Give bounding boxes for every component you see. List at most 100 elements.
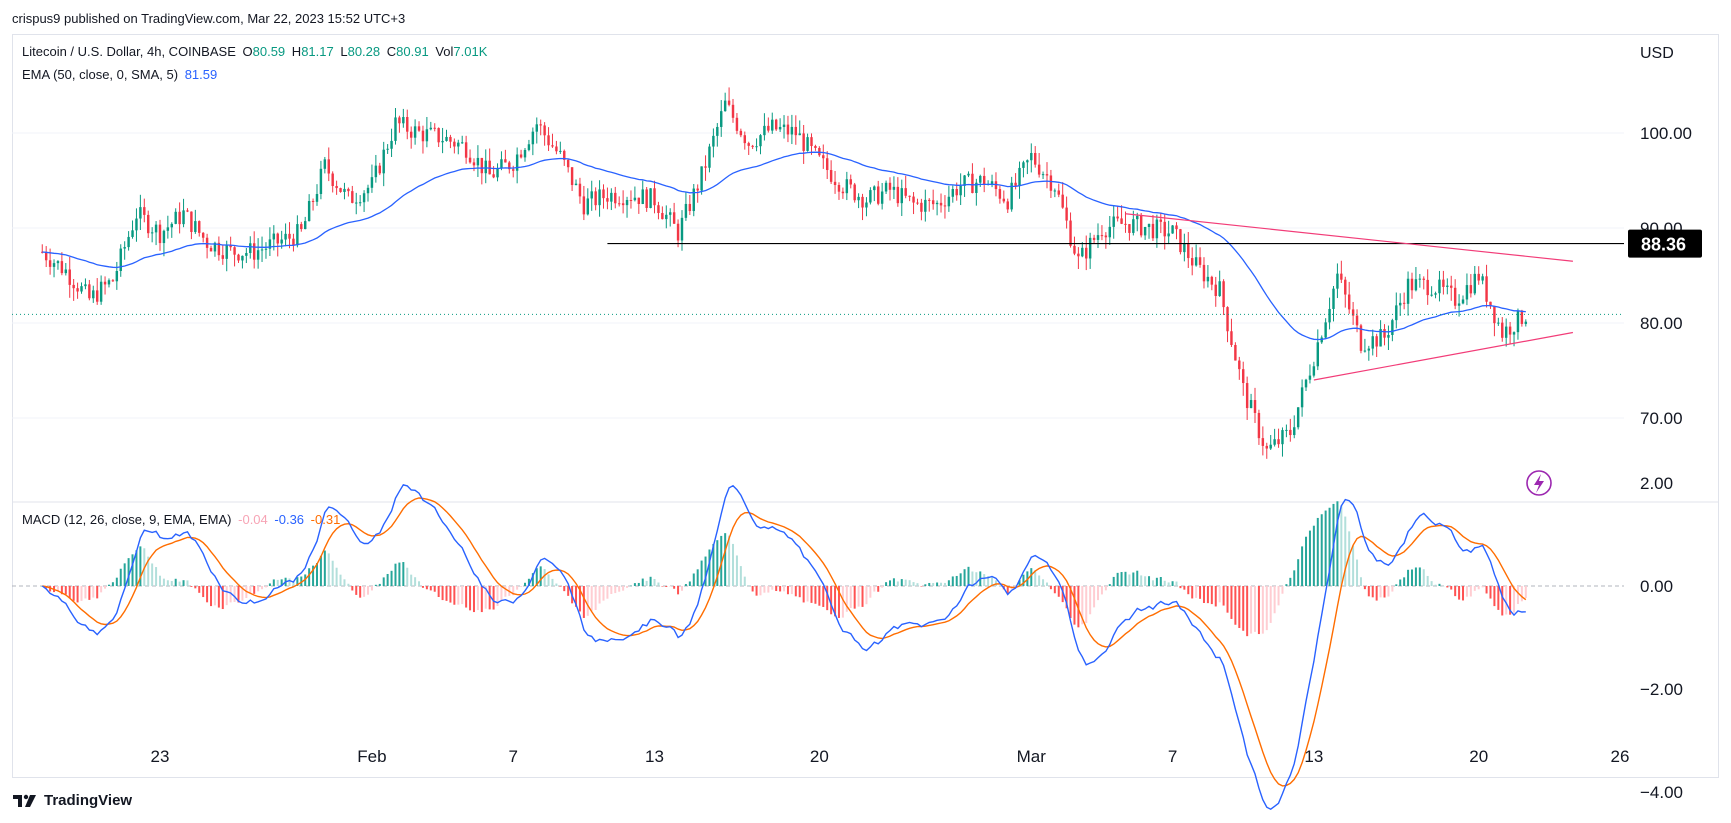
macd-hist-bar: [849, 586, 852, 609]
macd-hist-bar: [414, 577, 417, 586]
macd-hist-bar: [339, 574, 342, 586]
candle: [99, 275, 103, 305]
macd-hist-bar: [402, 562, 405, 586]
macd-hist-bar: [739, 566, 742, 586]
candle: [323, 156, 327, 174]
macd-hist-bar: [971, 571, 974, 586]
candle: [119, 244, 122, 277]
macd-hist-bar: [928, 582, 931, 586]
candle: [394, 108, 397, 145]
macd-hist-bar: [123, 563, 126, 586]
macd-hist-bar: [221, 586, 224, 610]
ascending-trendline[interactable]: [1313, 331, 1574, 381]
candle: [1175, 222, 1178, 240]
macd-hist-bar: [1395, 584, 1398, 586]
macd-hist-bar: [1140, 575, 1143, 586]
candle: [1414, 266, 1418, 292]
macd-hist-bar: [649, 576, 652, 586]
macd-hist-bar: [276, 579, 279, 586]
macd-hist-bar: [135, 550, 138, 586]
macd-hist-bar: [1422, 569, 1425, 586]
macd-hist-bar: [1497, 586, 1500, 610]
macd-hist-bar: [551, 578, 554, 586]
macd-hist-bar: [418, 581, 421, 586]
macd-hist-bar: [1367, 586, 1370, 597]
macd-hist-bar: [1218, 586, 1221, 603]
macd-hist-bar: [139, 546, 142, 586]
candle: [52, 259, 56, 278]
macd-hist-bar: [677, 586, 680, 595]
macd-hist-bar: [802, 586, 805, 603]
macd-hist-bar: [578, 586, 581, 612]
high-label: H: [291, 44, 302, 59]
candle: [535, 117, 538, 144]
candle: [1328, 297, 1331, 330]
candle: [460, 135, 464, 144]
candle: [170, 222, 173, 238]
macd-hist-bar: [959, 573, 962, 586]
macd-hist-bar: [1430, 581, 1433, 586]
ema-label[interactable]: EMA (50, close, 0, SMA, 5): [22, 67, 179, 82]
macd-hist-bar: [527, 578, 530, 586]
macd-hist-bar: [1344, 516, 1347, 586]
macd-hist-bar: [178, 581, 181, 586]
macd-hist-bar: [249, 586, 252, 593]
macd-hist-bar: [190, 586, 193, 587]
macd-hist-bar: [268, 583, 271, 586]
tradingview-footer[interactable]: TradingView: [12, 792, 132, 809]
candle: [884, 180, 888, 194]
macd-hist-bar: [1438, 583, 1441, 586]
candle: [1143, 226, 1147, 240]
macd-hist-bar: [716, 540, 719, 586]
macd-hist-bar: [390, 570, 393, 586]
macd-hist-bar: [645, 580, 648, 586]
candle: [645, 186, 648, 212]
candle: [1434, 291, 1437, 299]
candle: [111, 279, 115, 282]
descending-trendline[interactable]: [1125, 213, 1573, 262]
macd-hist-bar: [1261, 586, 1264, 634]
candle: [684, 192, 688, 221]
candle: [1387, 325, 1390, 350]
macd-hist-bar: [818, 586, 821, 606]
macd-hist-bar: [1269, 586, 1272, 623]
candle: [1104, 232, 1108, 249]
candle: [1136, 212, 1139, 232]
candle: [676, 219, 680, 248]
flash-icon[interactable]: [1526, 470, 1552, 496]
candle: [696, 184, 699, 203]
price-grid: [12, 132, 1624, 419]
candle: [1049, 169, 1053, 198]
candle: [1190, 247, 1194, 276]
candle: [276, 232, 279, 257]
candle: [657, 201, 660, 220]
candle: [1398, 293, 1402, 316]
candle: [198, 220, 201, 237]
macd-hist-bar: [1100, 586, 1103, 595]
symbol-label[interactable]: Litecoin / U.S. Dollar, 4h, COINBASE: [22, 44, 236, 59]
macd-hist-bar: [312, 565, 315, 586]
macd-label[interactable]: MACD (12, 26, close, 9, EMA, EMA): [22, 512, 232, 527]
candle: [1351, 301, 1355, 325]
macd-hist-bar: [202, 586, 205, 598]
candle: [998, 185, 1002, 204]
candle: [1030, 143, 1033, 173]
candle: [1277, 428, 1280, 448]
macd-hist-bar: [457, 586, 460, 605]
macd-hist-bar: [555, 583, 558, 586]
macd-hist-bar: [767, 586, 770, 593]
macd-hist-bar: [688, 581, 691, 586]
candle: [908, 195, 911, 202]
macd-hist-bar: [56, 586, 59, 592]
macd-hist-bar: [1202, 586, 1205, 603]
macd-hist-bar: [319, 555, 322, 586]
high-value: 81.17: [301, 44, 334, 59]
candle: [641, 180, 644, 205]
candle: [841, 187, 845, 199]
candle: [143, 198, 146, 223]
candle: [1210, 275, 1214, 291]
macd-hist-bar: [692, 573, 695, 586]
candle: [123, 241, 126, 260]
macd-tick-label: 2.00: [1640, 474, 1673, 493]
